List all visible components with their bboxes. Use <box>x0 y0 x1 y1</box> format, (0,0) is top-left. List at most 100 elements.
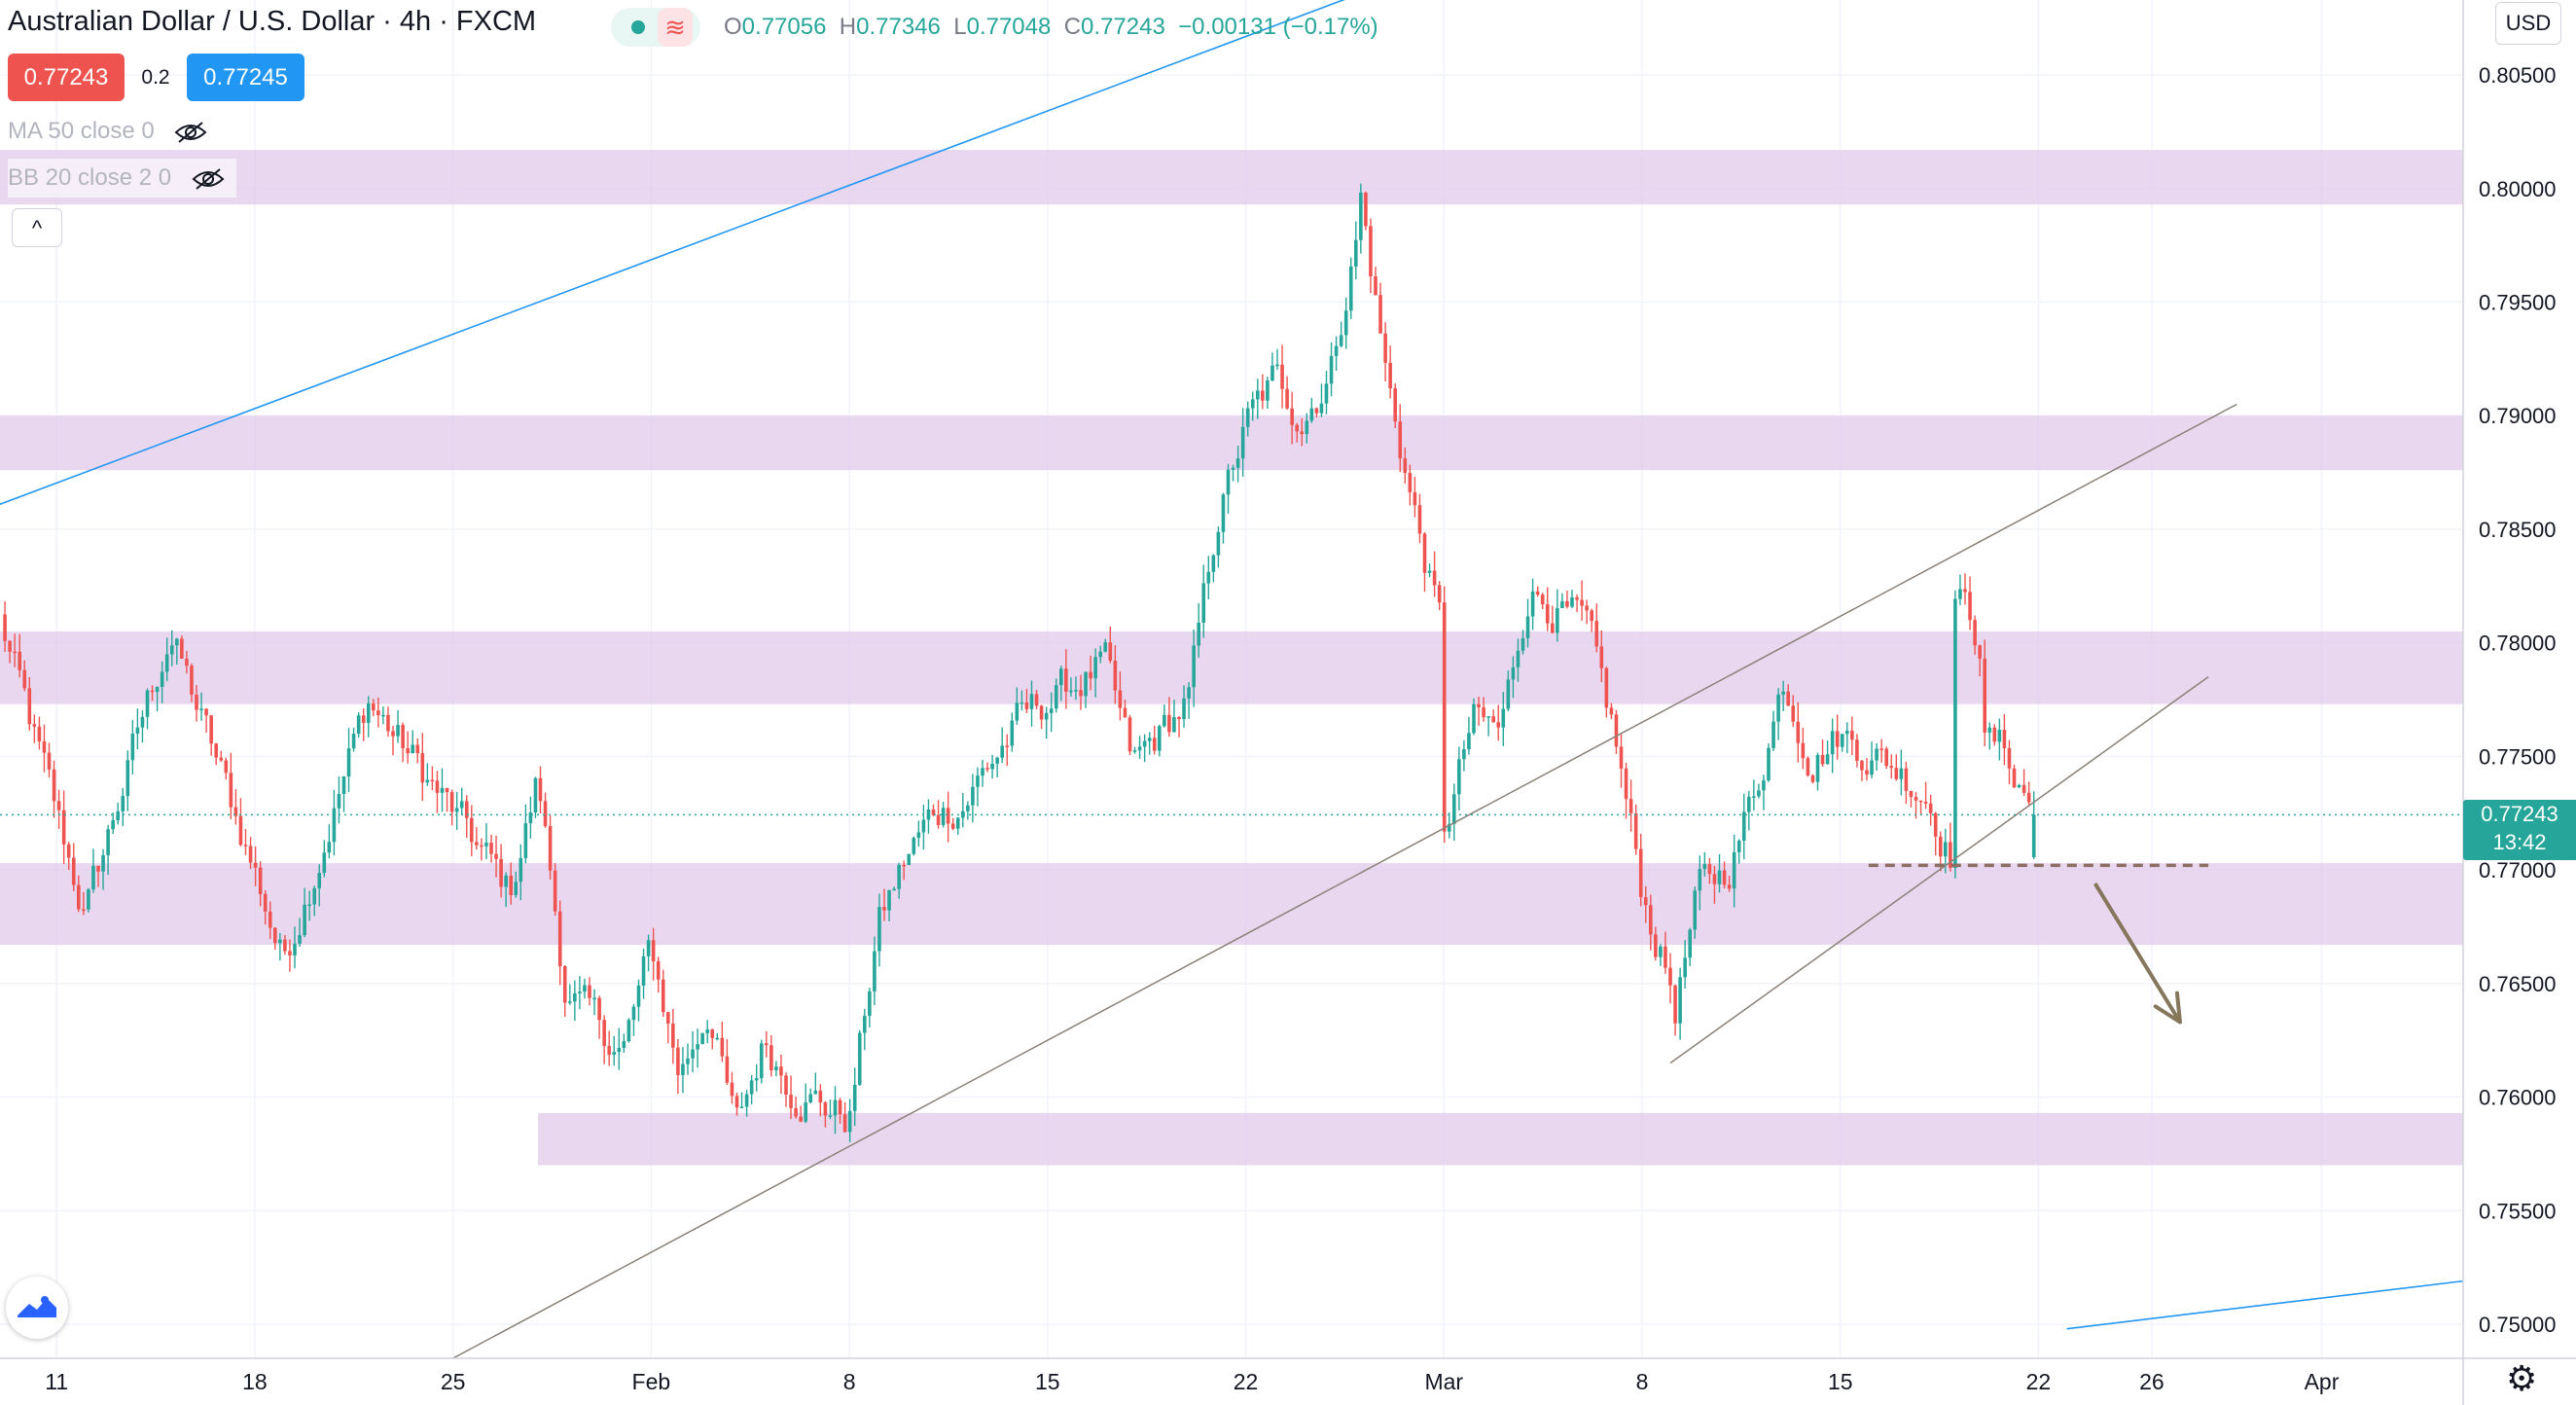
sell-button[interactable]: 0.77243 <box>8 54 125 101</box>
eye-crossed-icon[interactable] <box>174 121 207 144</box>
x-tick-label: 25 <box>441 1369 466 1394</box>
candle-body <box>317 873 322 888</box>
candle-body <box>1875 748 1878 761</box>
supply-demand-zone <box>0 150 2463 205</box>
candle-body <box>1781 691 1785 695</box>
indicator-bb[interactable]: BB 20 close 2 0 <box>8 159 236 198</box>
spread-value: 0.2 <box>141 66 170 89</box>
candle-body <box>1840 734 1844 747</box>
candle-body <box>1467 733 1471 750</box>
candle-body <box>779 1066 783 1076</box>
candle-body <box>298 935 302 944</box>
collapse-legend-button[interactable]: ^ <box>12 208 62 247</box>
candle-body <box>1413 491 1417 506</box>
candle-body <box>696 1044 699 1050</box>
candle-body <box>2002 730 2007 748</box>
candle-body <box>651 940 656 961</box>
candle-body <box>823 1102 828 1116</box>
candle-body <box>1806 758 1810 775</box>
candle-body <box>1383 333 1387 363</box>
candle-body <box>1182 698 1186 720</box>
candle-body <box>808 1094 813 1102</box>
candle-body <box>921 819 926 833</box>
candle-body <box>293 943 297 955</box>
candle-body <box>1398 421 1403 459</box>
candle-body <box>66 844 71 858</box>
last-price-value: 0.77243 <box>2481 802 2558 826</box>
candle-body <box>863 1016 867 1033</box>
candle-body <box>37 726 42 741</box>
candle-body <box>1545 604 1550 624</box>
candle-body <box>430 779 435 782</box>
candle-body <box>1938 836 1943 857</box>
candle-body <box>1472 703 1476 734</box>
candle-body <box>164 654 169 672</box>
candle-body <box>1815 754 1820 782</box>
candle-body <box>1786 691 1790 706</box>
candle-body <box>1633 812 1638 849</box>
candle-body <box>1865 770 1869 775</box>
candle-body <box>312 887 316 905</box>
candle-body <box>568 1001 572 1003</box>
y-tick-label: 0.76000 <box>2479 1086 2557 1110</box>
candle-body <box>185 658 189 666</box>
candle-body <box>1678 977 1682 1024</box>
candle-body <box>759 1043 764 1079</box>
candle-body <box>1899 768 1904 779</box>
candle-body <box>612 1052 617 1055</box>
candle-body <box>195 694 198 710</box>
candle-body <box>82 909 86 911</box>
candle-body <box>902 864 906 867</box>
candle-body <box>1978 645 1982 659</box>
candle-body <box>420 753 425 783</box>
candle-body <box>288 951 292 955</box>
x-tick-label: 15 <box>1035 1369 1060 1394</box>
candle-body <box>1698 869 1702 891</box>
indicator-label: MA 50 close 0 <box>8 118 155 144</box>
candle-body <box>1029 694 1034 709</box>
candle-body <box>1855 739 1859 761</box>
candle-body <box>1369 226 1373 276</box>
candle-body <box>480 845 483 847</box>
trendline <box>452 403 2237 1359</box>
candle-body <box>573 992 577 1002</box>
candle-body <box>150 690 155 693</box>
candle-body <box>971 786 975 806</box>
tradingview-logo-icon[interactable] <box>6 1277 68 1339</box>
candle-body <box>1580 599 1584 606</box>
candle-body <box>1408 472 1413 492</box>
candle-body <box>1132 750 1137 752</box>
candle-body <box>892 888 896 891</box>
market-status[interactable]: ≋ <box>611 8 700 47</box>
eye-crossed-icon[interactable] <box>192 167 225 191</box>
candle-body <box>1305 420 1309 435</box>
candle-body <box>1776 694 1780 722</box>
symbol-title[interactable]: Australian Dollar / U.S. Dollar · 4h · F… <box>8 6 537 37</box>
candle-body <box>356 715 361 735</box>
y-tick-label: 0.76500 <box>2479 972 2557 996</box>
candle-body <box>661 979 665 1013</box>
candle-body <box>214 743 218 758</box>
buy-button[interactable]: 0.77245 <box>187 54 304 101</box>
candle-body <box>588 985 591 998</box>
currency-button[interactable]: USD <box>2495 2 2561 45</box>
candle-body <box>278 939 282 944</box>
gear-icon[interactable]: ⚙ <box>2506 1358 2538 1398</box>
candle-body <box>401 725 405 748</box>
candle-body <box>180 638 184 659</box>
candle-body <box>1997 730 2002 742</box>
candle-body <box>1250 399 1255 409</box>
candle-body <box>666 1012 670 1025</box>
candle-body <box>671 1024 675 1048</box>
candle-body <box>1079 690 1083 697</box>
candle-body <box>27 688 32 725</box>
candle-body <box>873 951 877 991</box>
candle-body <box>1137 746 1142 751</box>
candle-body <box>504 875 508 887</box>
annotations <box>0 813 2463 1025</box>
candle-body <box>1707 864 1712 875</box>
indicator-ma[interactable]: MA 50 close 0 <box>8 112 219 151</box>
candle-body <box>140 716 145 728</box>
candle-body <box>592 997 596 1000</box>
